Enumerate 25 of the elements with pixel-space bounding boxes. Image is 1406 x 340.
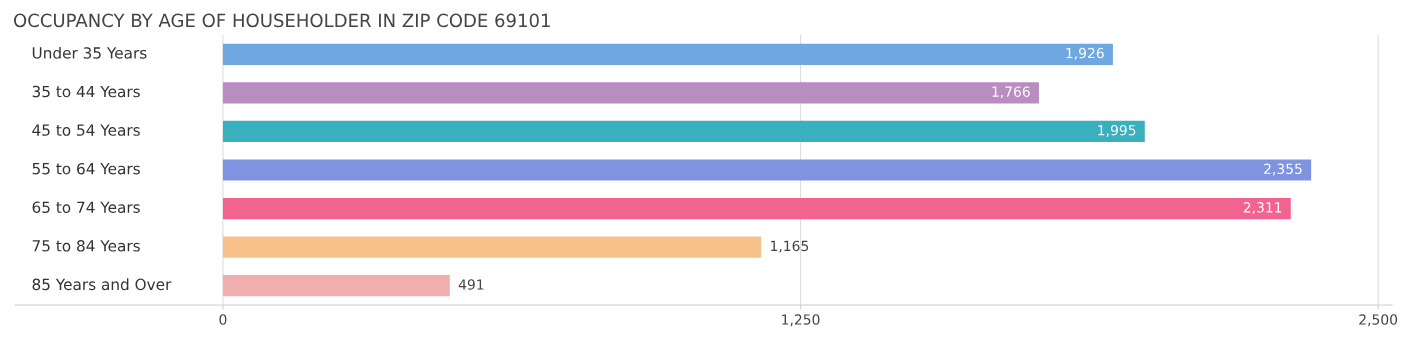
y-tick-label: Under 35 Years [32,46,147,59]
y-tick-label: 85 Years and Over [32,278,172,291]
bar [222,275,450,297]
y-tick-label: 65 to 74 Years [32,201,140,213]
data-label: 1,926 [1066,47,1104,60]
y-tick-label: 45 to 54 Years [32,124,140,136]
chart-title: OCCUPANCY BY AGE OF HOUSEHOLDER IN ZIP CODE 69101 [14,13,550,28]
y-tick-label: 55 to 64 Years [32,162,140,175]
y-tick-label: 35 to 44 Years [32,85,140,98]
data-label: 1,766 [992,86,1030,99]
x-tick-label: 0 [219,314,227,325]
bar [222,236,762,258]
bar [222,82,1039,104]
data-label: 2,311 [1243,202,1282,215]
x-tick-label: 2,500 [1359,314,1398,327]
x-tick-label: 1,250 [782,314,820,327]
data-label: 1,995 [1098,124,1136,137]
bar [222,197,1291,220]
bar [222,159,1312,181]
data-label: 1,165 [771,240,809,253]
bar [222,43,1113,65]
y-tick-label: 75 to 84 Years [32,240,140,252]
data-label: 2,355 [1264,163,1302,176]
data-label: 491 [458,279,484,290]
bar [222,120,1145,143]
